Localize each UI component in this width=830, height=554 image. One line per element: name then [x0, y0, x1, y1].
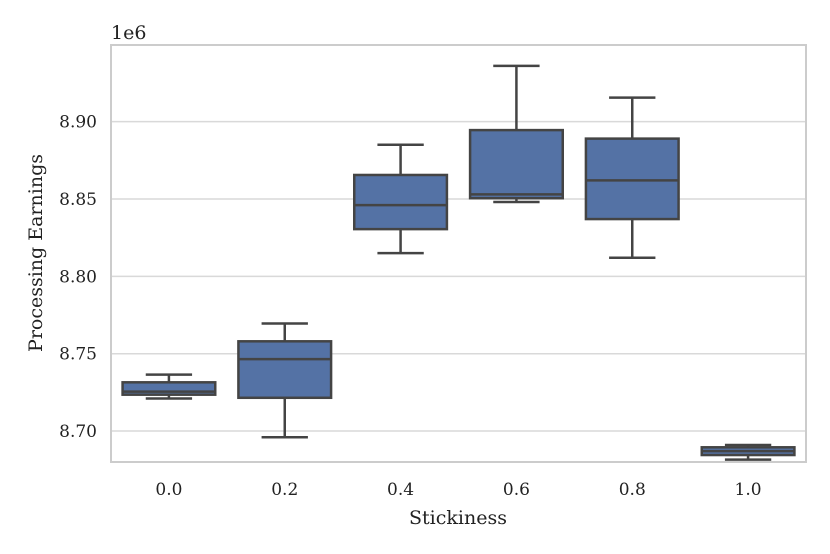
box-series — [121, 64, 796, 461]
x-tick-label: 1.0 — [735, 480, 762, 500]
grid-lines — [111, 120, 806, 432]
x-axis-label: Stickiness — [409, 507, 507, 529]
box-0.8 — [584, 96, 680, 260]
box-0.6 — [468, 64, 565, 204]
box-iqr — [237, 340, 333, 400]
box-1.0 — [700, 443, 796, 461]
x-tick-label: 0.2 — [271, 480, 298, 500]
y-tick-label: 8.90 — [59, 113, 97, 133]
y-axis-label: Processing Earnings — [25, 154, 47, 352]
box-0.2 — [237, 322, 333, 439]
x-tick-label: 0.4 — [387, 480, 414, 500]
y-axis-ticks: 8.70 8.75 8.80 8.85 8.90 — [59, 113, 97, 442]
y-scale-label: 1e6 — [111, 22, 146, 44]
box-0.4 — [353, 143, 449, 255]
box-iqr — [584, 137, 680, 221]
box-iqr — [353, 173, 449, 231]
box-iqr — [468, 128, 565, 200]
y-tick-label: 8.70 — [59, 422, 97, 442]
x-axis-ticks: 0.0 0.2 0.4 0.6 0.8 1.0 — [155, 480, 761, 500]
x-tick-label: 0.6 — [503, 480, 530, 500]
plot-frame — [110, 44, 807, 463]
y-tick-label: 8.75 — [59, 345, 97, 365]
x-tick-label: 0.8 — [619, 480, 646, 500]
y-tick-label: 8.85 — [59, 190, 97, 210]
box-0.0 — [121, 373, 217, 400]
y-tick-label: 8.80 — [59, 267, 97, 287]
x-tick-label: 0.0 — [155, 480, 182, 500]
